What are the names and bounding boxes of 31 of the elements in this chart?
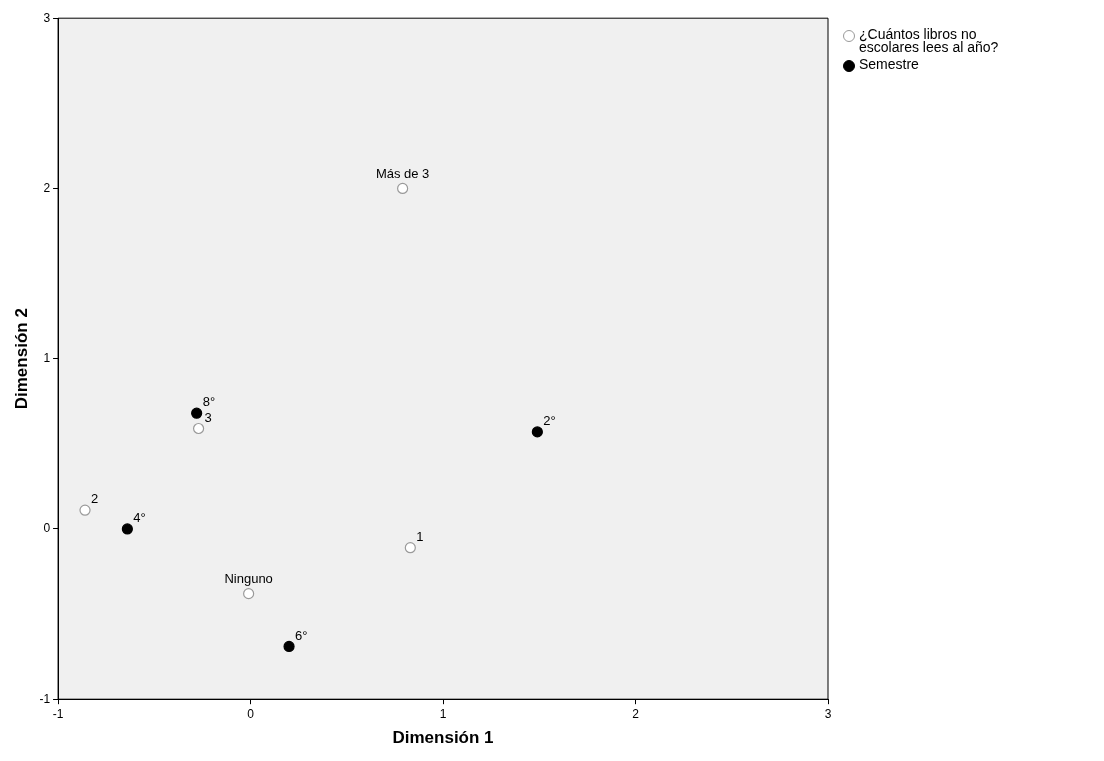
y-tick-label: -1 bbox=[39, 691, 51, 706]
y-tick-label: 0 bbox=[43, 521, 51, 536]
annotation: 2 bbox=[91, 491, 99, 507]
point bbox=[397, 182, 409, 195]
y-tick-label: 1 bbox=[43, 351, 51, 366]
x-tick-label: 3 bbox=[824, 706, 832, 721]
point bbox=[192, 422, 205, 435]
point bbox=[121, 523, 133, 535]
point bbox=[191, 407, 203, 419]
legend-label: ¿Cuántos libros no escolares lees al año? bbox=[859, 26, 1000, 55]
annotation: 3 bbox=[204, 409, 212, 425]
x-tick-label: 1 bbox=[439, 706, 447, 721]
annotation: 1 bbox=[416, 528, 424, 544]
annotation: 6° bbox=[295, 627, 308, 643]
point bbox=[243, 588, 255, 600]
annotation: 2° bbox=[543, 412, 556, 428]
annotation: 8° bbox=[202, 394, 216, 410]
y-axis-title: Dimensión 2 bbox=[11, 308, 31, 410]
point bbox=[404, 542, 416, 554]
point bbox=[531, 426, 543, 438]
y-tick-label: 2 bbox=[43, 180, 51, 195]
x-tick-label: 2 bbox=[632, 706, 640, 721]
x-tick-label: 0 bbox=[247, 706, 255, 721]
y-tick-label: 3 bbox=[43, 10, 51, 25]
point bbox=[283, 640, 295, 653]
legend-label: Semestre bbox=[859, 56, 919, 72]
annotation: 4° bbox=[133, 510, 146, 526]
point bbox=[79, 504, 91, 516]
x-axis-title: Dimensión 1 bbox=[392, 728, 494, 748]
annotation: Ninguno bbox=[224, 570, 273, 586]
annotation: Más de 3 bbox=[375, 165, 430, 181]
